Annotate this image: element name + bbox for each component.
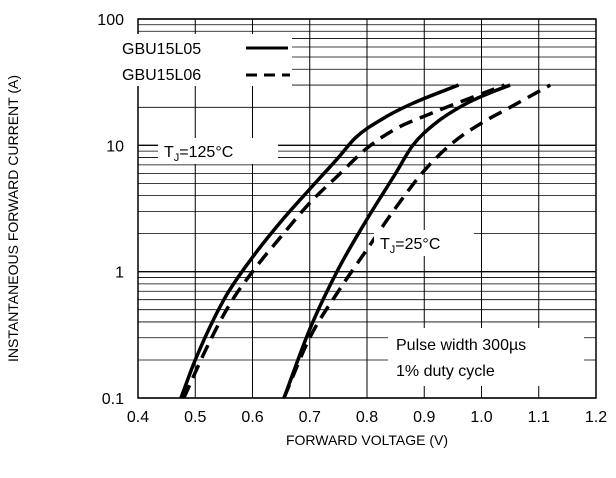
test-conditions-note: Pulse width 300µs 1% duty cycle	[388, 328, 584, 386]
tj-25c-value: =25°C	[395, 236, 440, 253]
x-tick-label: 0.9	[413, 409, 435, 426]
x-axis-label: FORWARD VOLTAGE (V)	[286, 432, 448, 448]
x-tick-label: 0.7	[299, 409, 321, 426]
series-line-gbu15l06-25c	[282, 83, 552, 399]
x-tick-label: 1.0	[470, 409, 492, 426]
y-tick-label: 10	[106, 138, 124, 155]
legend: GBU15L05 GBU15L06	[112, 34, 292, 86]
x-tick-label: 0.5	[184, 409, 206, 426]
tj-125c-prefix: T	[164, 144, 174, 161]
x-tick-label: 0.8	[356, 409, 378, 426]
series-layer	[179, 83, 552, 399]
y-tick-label: 1	[115, 265, 124, 282]
plot-frame	[137, 18, 597, 399]
tj-25c-subscript: J	[390, 244, 396, 256]
series-line-gbu15l05-25c	[282, 83, 511, 399]
tj-125c-subscript: J	[174, 152, 180, 164]
series-line-gbu15l06-125c	[182, 83, 506, 399]
legend-label-gbu15l06: GBU15L06	[122, 67, 201, 84]
y-axis-label: INSTANTANEOUS FORWARD CURRENT (A)	[5, 75, 21, 362]
x-tick-label: 0.4	[127, 409, 149, 426]
tick-labels: 0.4 0.5 0.6 0.7 0.8 0.9 1.0 1.1 1.2 0.1 1 10 100	[97, 12, 607, 426]
duty-cycle-note: 1% duty cycle	[396, 363, 495, 380]
y-tick-label: 100	[97, 12, 124, 29]
x-tick-label: 1.1	[528, 409, 550, 426]
tj-25c-label: TJ=25°C	[380, 236, 440, 256]
tj-125c-annotation: TJ=125°C	[158, 138, 278, 164]
x-tick-label: 1.2	[585, 409, 607, 426]
pulse-width-note: Pulse width 300µs	[396, 337, 526, 354]
y-tick-label: 0.1	[102, 391, 124, 408]
series-line-gbu15l05-125c	[179, 83, 460, 399]
test-conditions-bg	[388, 328, 584, 386]
tj-125c-value: =125°C	[179, 144, 233, 161]
legend-label-gbu15l05: GBU15L05	[122, 41, 201, 58]
x-tick-label: 0.6	[241, 409, 263, 426]
tj-25c-label-bg	[374, 230, 474, 256]
tj-25c-annotation: TJ=25°C	[374, 230, 474, 256]
tj-125c-label: TJ=125°C	[164, 144, 233, 164]
legend-box	[112, 34, 292, 86]
tj-25c-prefix: T	[380, 236, 390, 253]
tj-125c-label-bg	[158, 138, 278, 164]
